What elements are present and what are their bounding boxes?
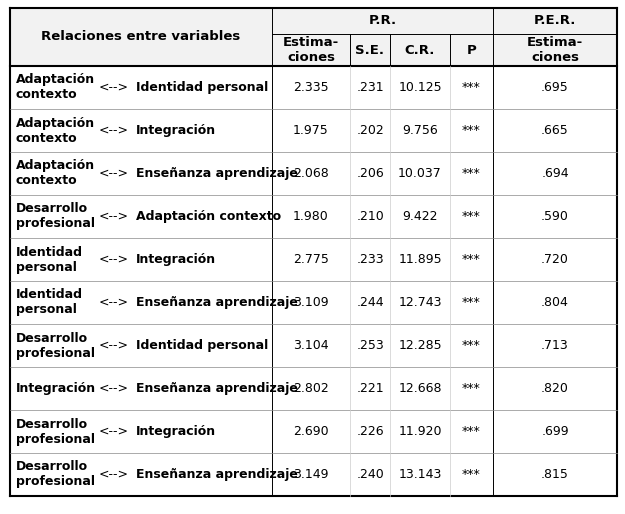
Text: Estima-
ciones: Estima- ciones [283,36,339,64]
Text: <-->: <--> [99,339,129,352]
Text: 12.285: 12.285 [398,339,442,352]
Text: .206: .206 [356,167,384,180]
Text: ***: *** [462,210,481,223]
Text: .695: .695 [541,81,569,94]
Text: 9.756: 9.756 [402,124,438,137]
Text: <-->: <--> [99,425,129,438]
Text: Enseñanza aprendizaje: Enseñanza aprendizaje [136,296,298,309]
Text: .815: .815 [541,468,569,481]
Text: .233: .233 [356,253,384,266]
Text: .226: .226 [356,425,384,438]
Text: Integración: Integración [136,253,216,266]
Text: Desarrollo
profesional: Desarrollo profesional [16,417,95,446]
Text: 3.104: 3.104 [293,339,329,352]
Text: ***: *** [462,167,481,180]
Text: P.R.: P.R. [369,14,397,28]
Text: 1.980: 1.980 [293,210,329,223]
Text: 3.109: 3.109 [293,296,329,309]
Text: .713: .713 [541,339,569,352]
Text: .210: .210 [356,210,384,223]
Text: 10.125: 10.125 [398,81,442,94]
Text: 9.422: 9.422 [402,210,437,223]
Text: 10.037: 10.037 [398,167,442,180]
Text: Adaptación
contexto: Adaptación contexto [16,74,95,101]
Text: ***: *** [462,382,481,395]
Text: 12.668: 12.668 [398,382,442,395]
Text: Enseñanza aprendizaje: Enseñanza aprendizaje [136,167,298,180]
Text: ***: *** [462,296,481,309]
Text: 2.335: 2.335 [293,81,329,94]
Text: 3.149: 3.149 [293,468,329,481]
Text: .231: .231 [356,81,384,94]
Text: Desarrollo
profesional: Desarrollo profesional [16,461,95,488]
Text: .244: .244 [356,296,384,309]
Text: ***: *** [462,253,481,266]
Text: Relaciones entre variables: Relaciones entre variables [41,30,241,44]
Text: .240: .240 [356,468,384,481]
Text: Integración: Integración [136,124,216,137]
Text: ***: *** [462,468,481,481]
Text: P: P [467,44,476,57]
Text: P.E.R.: P.E.R. [534,14,576,28]
Text: Identidad personal: Identidad personal [136,339,268,352]
Text: Identidad
personal: Identidad personal [16,246,83,273]
Text: .665: .665 [541,124,569,137]
Text: 2.802: 2.802 [293,382,329,395]
Text: Identidad personal: Identidad personal [136,81,268,94]
Text: 2.068: 2.068 [293,167,329,180]
Text: <-->: <--> [99,124,129,137]
Text: ***: *** [462,124,481,137]
Text: 2.775: 2.775 [293,253,329,266]
Text: <-->: <--> [99,468,129,481]
Text: <-->: <--> [99,210,129,223]
Text: .253: .253 [356,339,384,352]
Text: ***: *** [462,425,481,438]
Text: Integración: Integración [16,382,96,395]
Text: 11.920: 11.920 [398,425,442,438]
Text: .221: .221 [356,382,384,395]
Text: .720: .720 [541,253,569,266]
Text: <-->: <--> [99,296,129,309]
Text: .699: .699 [541,425,569,438]
Text: <-->: <--> [99,382,129,395]
Text: .820: .820 [541,382,569,395]
Text: C.R.: C.R. [405,44,435,57]
Text: Enseñanza aprendizaje: Enseñanza aprendizaje [136,382,298,395]
Text: Desarrollo
profesional: Desarrollo profesional [16,332,95,359]
Text: Desarrollo
profesional: Desarrollo profesional [16,203,95,230]
Bar [493,8,617,34]
Text: 12.743: 12.743 [398,296,442,309]
Text: Enseñanza aprendizaje: Enseñanza aprendizaje [136,468,298,481]
Text: .804: .804 [541,296,569,309]
Text: Estima-
ciones: Estima- ciones [527,36,583,64]
Text: Adaptación
contexto: Adaptación contexto [16,159,95,188]
Text: S.E.: S.E. [356,44,384,57]
Text: 2.690: 2.690 [293,425,329,438]
Text: Adaptación contexto: Adaptación contexto [136,210,281,223]
Text: Adaptación
contexto: Adaptación contexto [16,117,95,144]
Text: Integración: Integración [136,425,216,438]
Text: <-->: <--> [99,81,129,94]
Bar [10,8,272,66]
Text: 11.895: 11.895 [398,253,442,266]
Text: ***: *** [462,81,481,94]
Text: 13.143: 13.143 [398,468,442,481]
Text: ***: *** [462,339,481,352]
Bar [493,34,617,66]
Bar [272,8,493,34]
Text: Identidad
personal: Identidad personal [16,288,83,317]
Bar [272,34,493,66]
Text: 1.975: 1.975 [293,124,329,137]
Text: <-->: <--> [99,253,129,266]
Text: .590: .590 [541,210,569,223]
Text: .694: .694 [541,167,569,180]
Text: .202: .202 [356,124,384,137]
Text: <-->: <--> [99,167,129,180]
